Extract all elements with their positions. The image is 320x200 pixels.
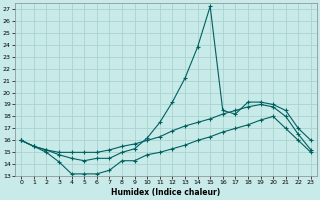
- X-axis label: Humidex (Indice chaleur): Humidex (Indice chaleur): [111, 188, 221, 197]
